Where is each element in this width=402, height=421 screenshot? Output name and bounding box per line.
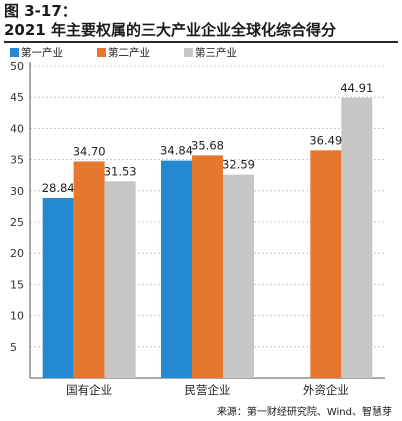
data-label: 34.84: [160, 144, 193, 158]
y-tick-label: 25: [10, 216, 24, 229]
legend-swatch: [97, 47, 106, 57]
figure-label: 图 3-17：: [4, 2, 77, 20]
source-note: 来源：第一财经研究院、Wind、智慧芽: [216, 407, 392, 418]
x-category-label: 国有企业: [66, 383, 112, 397]
bar: [42, 198, 74, 378]
y-tick-label: 5: [10, 341, 17, 354]
y-tick-label: 40: [10, 122, 24, 135]
legend-label: 第二产业: [108, 46, 150, 59]
legend-item-tertiary: 第三产业: [184, 45, 237, 60]
bar: [104, 181, 136, 378]
y-tick-label: 20: [10, 247, 24, 260]
legend-item-primary: 第一产业: [10, 45, 63, 60]
legend-swatch: [10, 47, 19, 57]
data-label: 36.49: [309, 133, 342, 147]
data-label: 28.84: [42, 181, 75, 195]
bar: [192, 155, 223, 378]
bar: [161, 160, 192, 378]
data-label: 32.59: [222, 158, 255, 172]
x-category-label: 外资企业: [303, 383, 349, 397]
x-category-label: 民营企业: [185, 383, 231, 397]
bar: [310, 150, 342, 378]
y-tick-label: 30: [10, 185, 24, 198]
y-tick-label: 15: [10, 278, 24, 291]
bar: [223, 174, 254, 378]
bar: [73, 161, 105, 378]
data-label: 35.68: [191, 138, 224, 152]
y-tick-label: 45: [10, 91, 24, 104]
legend-item-secondary: 第二产业: [97, 45, 150, 60]
data-label: 34.70: [73, 144, 106, 158]
y-tick-label: 10: [10, 310, 24, 323]
y-tick-label: 35: [10, 154, 24, 167]
data-label: 44.91: [340, 81, 373, 95]
legend-label: 第三产业: [195, 46, 237, 59]
chart-title: 2021 年主要权属的三大产业企业全球化综合得分: [4, 21, 336, 39]
y-tick-label: 50: [10, 60, 24, 73]
legend-swatch: [184, 47, 193, 57]
legend-label: 第一产业: [21, 46, 63, 59]
chart-legend: 第一产业 第二产业 第三产业: [10, 44, 271, 60]
data-label: 31.53: [104, 164, 137, 178]
bar: [341, 97, 373, 378]
title-divider: [4, 41, 398, 43]
